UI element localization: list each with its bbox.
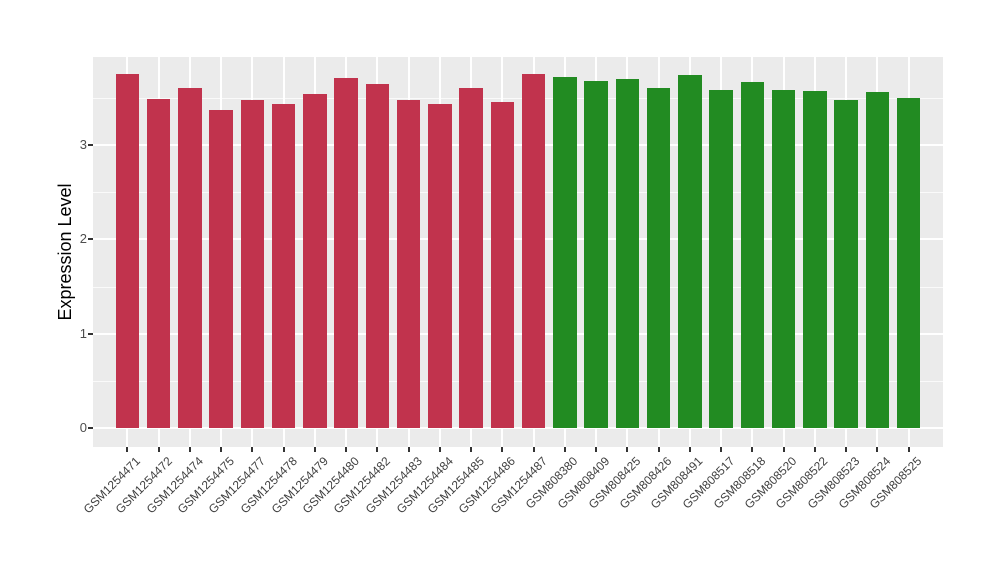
x-tick-mark [720,447,723,452]
bar-GSM808491 [678,75,702,428]
y-tick-label-0: 0 [79,420,87,435]
bar-GSM1254479 [303,94,327,428]
y-tick-label-2: 2 [79,231,87,247]
gridline-major-y [93,144,943,146]
x-tick-mark [782,447,785,452]
bar-GSM808426 [646,88,671,428]
gridline-minor-y [93,192,943,194]
x-tick-mark [313,447,316,452]
bar-GSM1254483 [396,99,421,428]
x-tick-mark [907,447,910,452]
gridline-major-y [93,427,943,429]
x-tick-mark [251,447,254,452]
gridline-major-y [93,238,943,241]
x-tick-mark [532,447,535,452]
x-tick-mark [751,447,754,452]
x-tick-mark [626,447,629,452]
gridline-major-y [93,332,943,335]
bar-GSM1254480 [334,78,358,428]
x-tick-mark [376,447,379,452]
bar-GSM1254471 [115,74,140,428]
plot-panel [93,57,943,447]
x-tick-mark [563,447,566,452]
gridline-minor-y [93,380,943,382]
bar-GSM808518 [740,81,765,428]
y-tick-mark [88,427,93,429]
x-tick-mark [845,447,848,452]
y-axis-title: Expression Level [55,183,75,321]
bar-GSM808524 [865,92,890,428]
bar-GSM808409 [584,80,608,428]
bar-GSM808425 [615,78,640,428]
bar-GSM808522 [803,91,827,428]
gridline-minor-y [93,286,943,288]
x-tick-mark [595,447,598,452]
bar-GSM808525 [896,97,921,428]
bar-GSM1254485 [459,88,483,428]
bar-GSM1254478 [271,104,296,428]
bar-GSM808380 [553,77,577,428]
bar-GSM808523 [834,99,858,428]
x-tick-mark [282,447,285,452]
x-tick-mark [813,447,816,452]
x-tick-mark [126,447,129,452]
x-tick-mark [345,447,348,452]
bar-GSM808517 [709,90,733,428]
y-tick-mark [88,144,93,146]
bar-GSM1254484 [428,104,452,428]
x-tick-mark [688,447,691,452]
x-tick-mark [407,447,410,452]
bar-GSM1254486 [490,101,515,428]
x-tick-mark [876,447,879,452]
x-tick-mark [470,447,473,452]
x-tick-mark [438,447,441,452]
x-tick-mark [657,447,660,452]
bar-GSM1254475 [209,110,233,428]
bar-GSM1254487 [521,74,546,428]
x-tick-mark [501,447,504,452]
y-tick-mark [88,332,93,335]
y-tick-label-3: 3 [79,137,87,152]
bar-GSM1254472 [146,98,171,428]
bar-GSM1254474 [178,88,202,428]
gridline-minor-y [93,97,943,99]
x-tick-mark [188,447,191,452]
y-tick-mark [88,238,93,241]
bar-GSM1254477 [240,99,265,428]
y-tick-label-1: 1 [79,325,87,341]
x-tick-mark [220,447,223,452]
bar-GSM1254482 [365,83,390,428]
x-tick-mark [157,447,160,452]
bar-GSM808520 [771,90,796,428]
